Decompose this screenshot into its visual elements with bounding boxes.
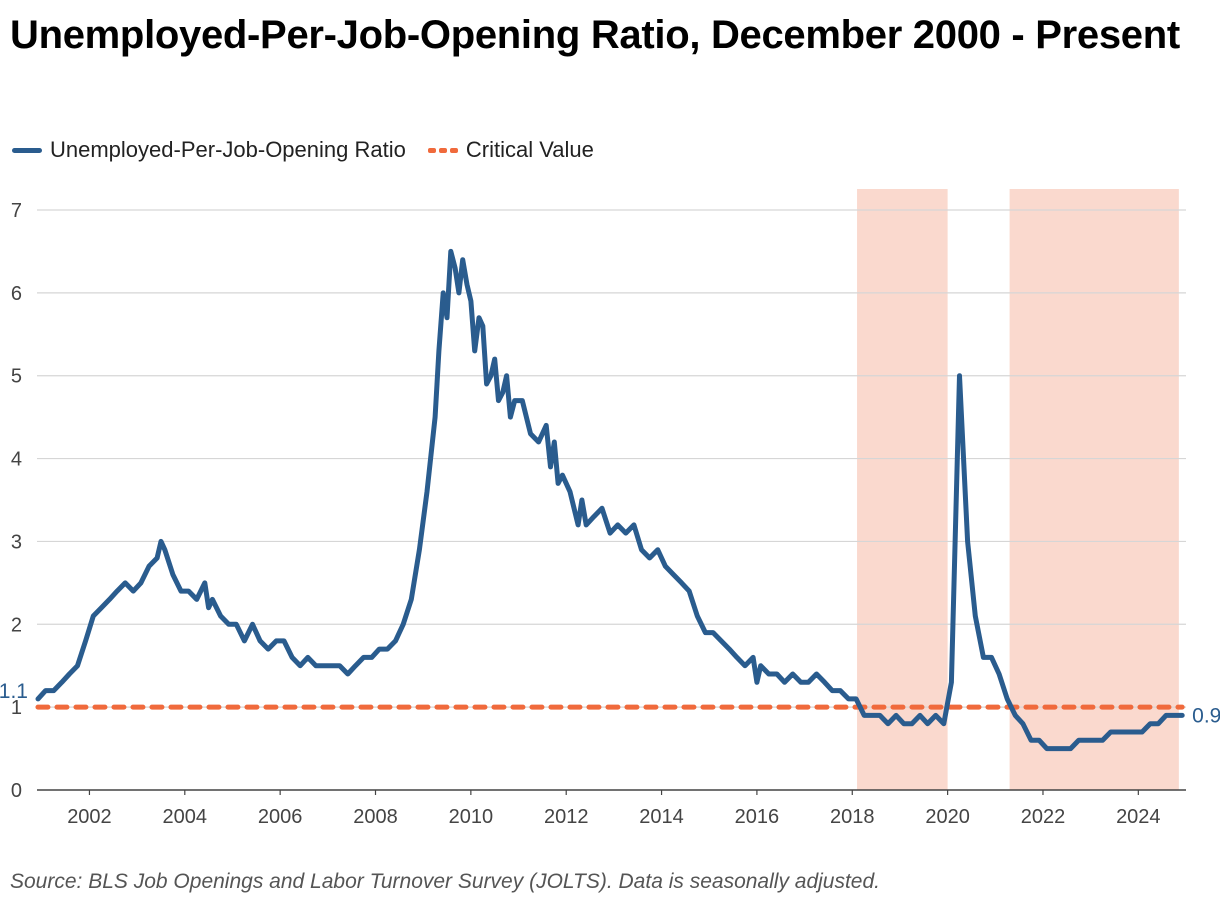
source-note: Source: BLS Job Openings and Labor Turno… [10, 870, 881, 893]
y-tick-label-3: 3 [11, 531, 22, 553]
x-tick-label-2016: 2016 [735, 806, 780, 828]
y-tick-label-6: 6 [11, 283, 22, 305]
legend-label-ratio: Unemployed-Per-Job-Opening Ratio [50, 137, 406, 162]
series-line-unemployed-ratio [35, 248, 1185, 752]
shaded-period-1 [857, 189, 948, 790]
legend-swatch-ratio [12, 147, 42, 153]
legend-swatch-critical [427, 147, 458, 153]
x-tick-label-2022: 2022 [1021, 806, 1066, 828]
x-tick-label-2008: 2008 [353, 806, 398, 828]
y-tick-label-4: 4 [11, 449, 22, 471]
x-axis-ticks: 2002 2004 2006 2008 2010 2012 2014 2016 2018 2020… [67, 790, 1161, 828]
x-tick-label-2024: 2024 [1116, 806, 1161, 828]
x-tick-label-2020: 2020 [925, 806, 970, 828]
x-tick-label-2004: 2004 [163, 806, 208, 828]
y-tick-label-1: 1 [11, 697, 22, 719]
x-tick-label-2012: 2012 [544, 806, 589, 828]
y-tick-label-0: 0 [11, 780, 22, 802]
x-tick-label-2002: 2002 [67, 806, 112, 828]
series-lines [35, 248, 1185, 752]
shaded-periods [857, 189, 1179, 790]
shaded-period-2 [1009, 189, 1179, 790]
start-value-label: 1.1 [0, 680, 28, 703]
x-tick-label-2018: 2018 [830, 806, 875, 828]
end-value-label: 0.9 [1192, 704, 1220, 727]
x-tick-label-2014: 2014 [639, 806, 684, 828]
y-tick-label-5: 5 [11, 366, 22, 388]
line-chart: 0 1 2 3 4 5 6 7 2002 2004 2006 2008 2010 2012 2014 201… [0, 189, 1220, 828]
x-tick-label-2010: 2010 [449, 806, 494, 828]
chart-title: Unemployed-Per-Job-Opening Ratio, Decemb… [10, 13, 1180, 57]
y-tick-label-2: 2 [11, 614, 22, 636]
x-tick-label-2006: 2006 [258, 806, 303, 828]
y-axis-ticks: 0 1 2 3 4 5 6 7 [11, 200, 22, 802]
legend-item-ratio: Unemployed-Per-Job-Opening Ratio [12, 137, 406, 163]
legend-label-critical: Critical Value [465, 137, 594, 162]
data-labels: 1.1 0.9 [0, 680, 1220, 728]
legend-item-critical: Critical Value [427, 137, 594, 163]
chart-legend: Unemployed-Per-Job-Opening Ratio Critica… [12, 136, 616, 164]
y-tick-label-7: 7 [11, 200, 22, 222]
